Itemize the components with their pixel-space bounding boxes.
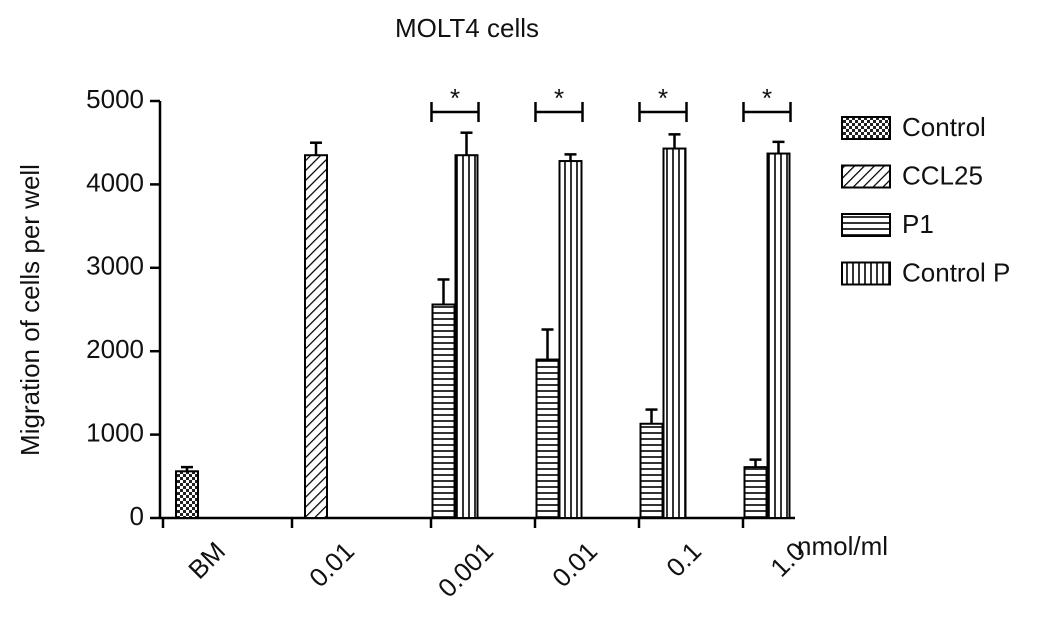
bar [431,303,456,519]
bar [454,154,479,520]
legend-swatch [841,116,891,140]
bar [558,160,583,519]
x-tick-label: 0.001 [432,536,499,603]
legend-label: P1 [902,209,934,239]
bar [535,358,560,520]
x-tick-label: 0.1 [660,536,707,583]
y-tick-label: 1000 [86,417,144,447]
bar [662,147,687,519]
x-unit-label: nmol/ml [797,531,888,561]
y-tick-label: 0 [130,501,144,531]
x-tick-label: 0.01 [303,536,360,593]
legend-label: Control P [902,257,1010,287]
bar [639,422,664,519]
y-tick-label: 4000 [86,167,144,197]
bar [766,152,791,520]
x-tick-label: 0.01 [546,536,603,593]
legend-label: Control [902,112,986,142]
x-tick-label: BM [182,536,231,585]
legend-label: CCL25 [902,160,983,190]
significance-marker: * [762,83,772,113]
legend-swatch [841,213,891,237]
y-tick-label: 2000 [86,334,144,364]
bar [304,154,328,520]
bar [743,466,768,520]
chart-title: MOLT4 cells [395,13,539,43]
y-axis-label: Migration of cells per well [15,164,45,456]
bar [175,470,199,519]
y-tick-label: 5000 [86,84,144,114]
significance-marker: * [450,83,460,113]
significance-marker: * [554,83,564,113]
significance-marker: * [658,83,668,113]
legend-swatch [841,164,891,189]
legend-swatch [841,261,891,286]
y-tick-label: 3000 [86,251,144,281]
